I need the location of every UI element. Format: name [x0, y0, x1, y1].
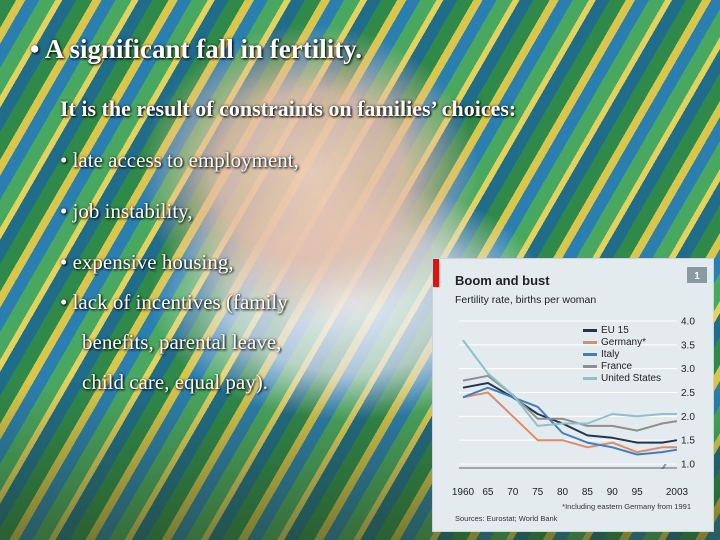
series-line-eu-15: [462, 382, 678, 444]
legend-swatch: [583, 329, 597, 332]
x-tick-label: 2003: [666, 487, 689, 498]
legend-label: United States: [601, 373, 661, 384]
chart-badge-box: [687, 267, 707, 283]
chart-footnote: *Including eastern Germany from 1991: [562, 502, 691, 511]
x-tick-label: 95: [632, 487, 644, 498]
chart-title: Boom and bust: [455, 273, 550, 288]
slide-title: • A significant fall in fertility.: [30, 34, 362, 64]
legend-label: Italy: [601, 349, 619, 360]
bullet-expensive-housing: • expensive housing,: [60, 250, 234, 274]
y-tick-label: 3.0: [681, 364, 695, 375]
chart-subtitle: Fertility rate, births per woman: [455, 294, 596, 306]
fertility-chart: Boom and bust Fertility rate, births per…: [432, 258, 714, 532]
chart-series-lines: [462, 339, 678, 456]
x-tick-label: 90: [607, 487, 619, 498]
bullet-job-instability: • job instability,: [60, 199, 193, 223]
x-tick-label: 65: [482, 487, 494, 498]
chart-source: Sources: Eurostat; World Bank: [455, 514, 558, 523]
legend-label: EU 15: [601, 325, 629, 336]
series-line-germany-: [462, 391, 677, 454]
x-tick-label: 85: [582, 487, 594, 498]
fertility-chart-svg: Boom and bust Fertility rate, births per…: [433, 259, 707, 523]
slide-subtitle: It is the result of constraints on famil…: [60, 96, 517, 121]
chart-y-ticks: 4.0 3.5 3.0 2.5 2.0 1.5 1.0: [681, 317, 695, 471]
chart-badge: 1: [694, 271, 700, 282]
x-axis-break-mark: ⁄⁄: [661, 462, 667, 471]
legend-label: France: [601, 361, 633, 372]
series-line-france: [462, 374, 678, 432]
legend-label: Germany*: [601, 337, 646, 348]
legend-swatch: [583, 377, 597, 380]
y-tick-label: 2.0: [681, 412, 695, 423]
bullet-continuation-2: child care, equal pay).: [82, 370, 268, 394]
x-tick-label: 80: [557, 487, 569, 498]
y-tick-label: 2.5: [681, 388, 695, 399]
x-tick-label: 70: [507, 487, 519, 498]
series-line-united-states: [462, 339, 677, 427]
y-tick-label: 3.5: [681, 340, 695, 351]
bullet-late-employment: • late access to employment,: [60, 148, 299, 172]
series-line-italy: [462, 386, 678, 456]
y-tick-label: 4.0: [681, 317, 695, 328]
legend-swatch: [583, 341, 597, 344]
y-tick-label: 1.5: [681, 436, 695, 447]
chart-x-ticks: 1960 65 70 75 80 85 90 95 2003: [452, 487, 689, 498]
x-tick-label: 75: [532, 487, 544, 498]
y-tick-label: 1.0: [681, 460, 695, 471]
x-tick-label: 1960: [452, 487, 475, 498]
chart-red-tag: [433, 259, 439, 287]
bullet-continuation-1: benefits, parental leave,: [82, 330, 282, 354]
legend-swatch: [583, 365, 597, 368]
legend-swatch: [583, 353, 597, 356]
bullet-lack-incentives: • lack of incentives (family: [60, 290, 288, 314]
